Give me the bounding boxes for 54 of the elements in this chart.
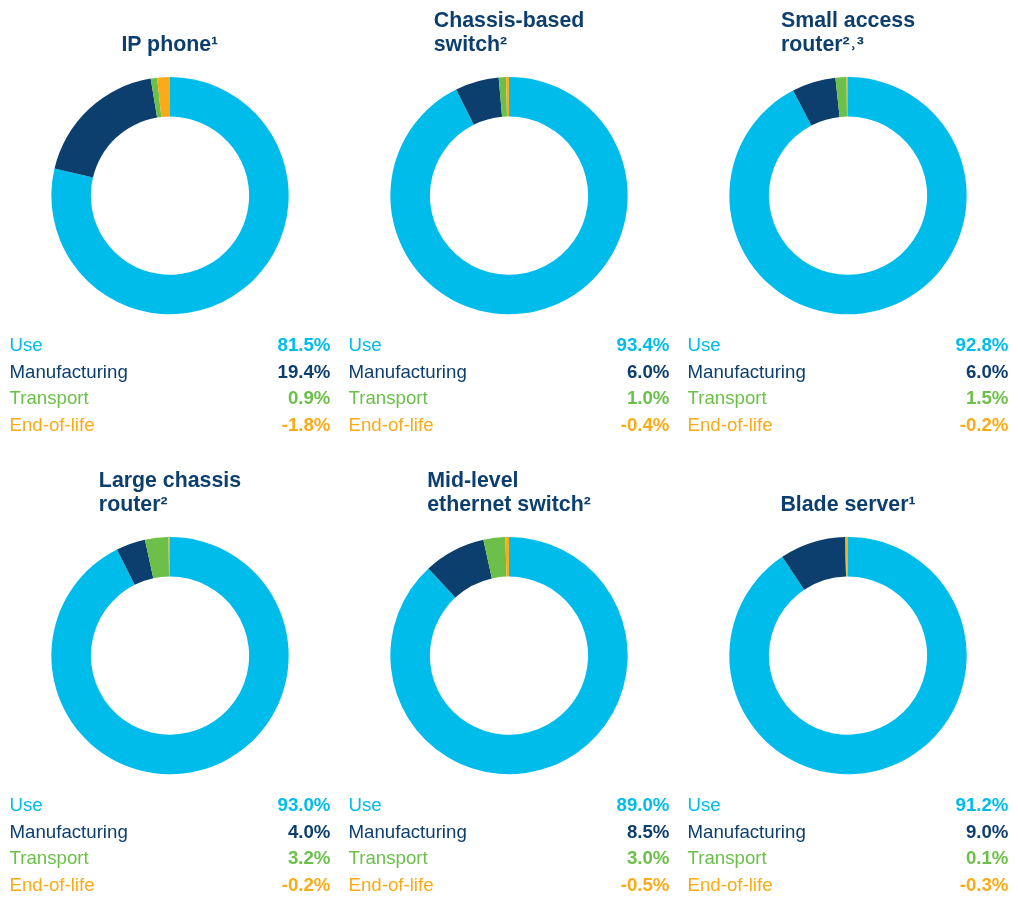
category-label: Transport	[9, 847, 90, 869]
data-label: 3.2%	[287, 847, 331, 869]
data-label: -0.5%	[620, 873, 670, 895]
data-label: -0.3%	[959, 873, 1009, 895]
category-label: Transport	[687, 847, 768, 869]
data-label: 91.2%	[955, 794, 1009, 816]
data-label: 8.5%	[626, 820, 670, 842]
data-label: 9.0%	[965, 820, 1009, 842]
text: Small access router²˒³	[781, 7, 915, 56]
category-label: Use	[9, 334, 43, 356]
text: Large chassis router²	[98, 467, 242, 516]
category-label: Use	[348, 794, 382, 816]
data-label: 0.9%	[287, 387, 331, 409]
data-label: 6.0%	[626, 360, 670, 382]
data-label: 3.0%	[626, 847, 670, 869]
text: Mid-level ethernet switch²	[427, 467, 591, 516]
category-label: Manufacturing	[687, 820, 806, 842]
category-label: End-of-life	[348, 413, 434, 435]
category-label: Manufacturing	[9, 820, 128, 842]
category-label: Use	[348, 334, 382, 356]
text: Chassis-based switch²	[433, 7, 585, 56]
data-label: 1.5%	[965, 387, 1009, 409]
category-label: End-of-life	[687, 873, 773, 895]
text: Blade server¹	[780, 491, 916, 516]
category-label: Transport	[687, 387, 768, 409]
data-label: 93.4%	[616, 334, 670, 356]
data-label: 81.5%	[277, 334, 331, 356]
category-label: Manufacturing	[348, 360, 467, 382]
data-label: 0.1%	[965, 847, 1009, 869]
category-label: Use	[9, 794, 43, 816]
category-label: End-of-life	[687, 413, 773, 435]
data-label: -1.8%	[281, 413, 331, 435]
category-label: Manufacturing	[9, 360, 128, 382]
category-label: End-of-life	[9, 413, 95, 435]
text: IP phone¹	[121, 31, 219, 56]
category-label: Use	[687, 794, 721, 816]
data-label: 4.0%	[287, 820, 331, 842]
category-label: End-of-life	[348, 873, 434, 895]
category-label: Manufacturing	[687, 360, 806, 382]
data-label: 19.4%	[277, 360, 331, 382]
category-label: End-of-life	[9, 873, 95, 895]
category-label: Manufacturing	[348, 820, 467, 842]
category-label: Use	[687, 334, 721, 356]
category-label: Transport	[348, 847, 429, 869]
data-label: -0.2%	[959, 413, 1009, 435]
data-label: 89.0%	[616, 794, 670, 816]
data-label: -0.2%	[281, 873, 331, 895]
data-label: 1.0%	[626, 387, 670, 409]
data-label: 92.8%	[955, 334, 1009, 356]
category-label: Transport	[9, 387, 90, 409]
data-label: 93.0%	[277, 794, 331, 816]
data-label: -0.4%	[620, 413, 670, 435]
data-label: 6.0%	[965, 360, 1009, 382]
category-label: Transport	[348, 387, 429, 409]
